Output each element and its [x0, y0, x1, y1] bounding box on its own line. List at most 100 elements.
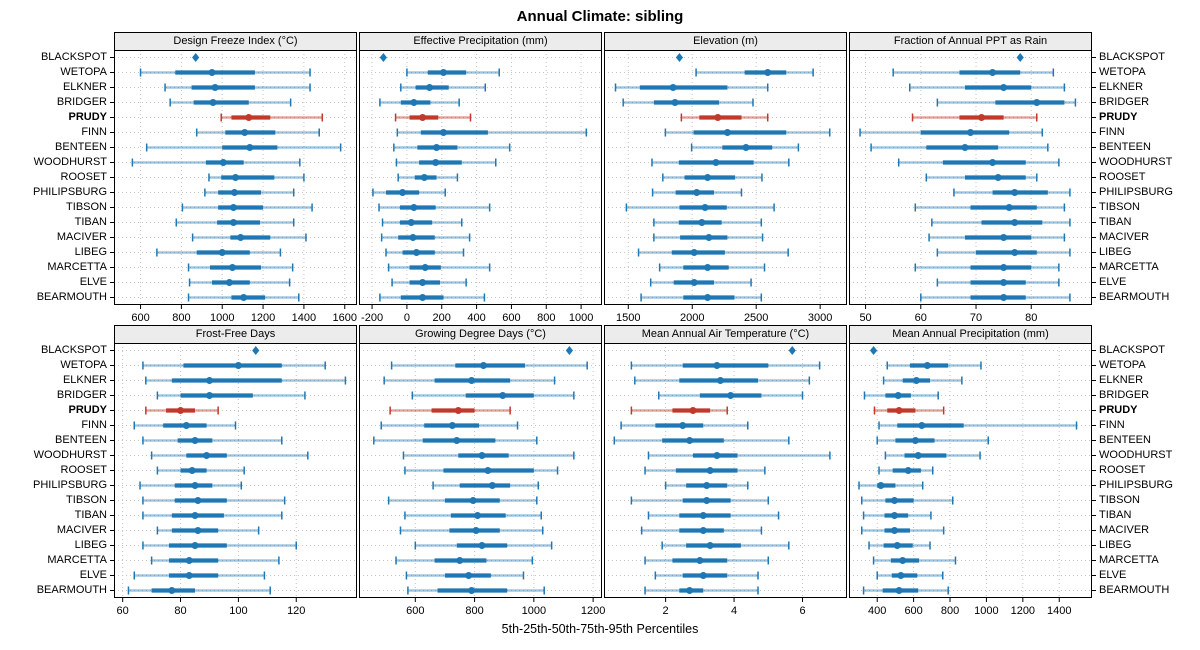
percentile-row-libeg: [156, 248, 282, 257]
median-dot: [899, 557, 907, 564]
site-label-text: PRUDY: [1099, 111, 1138, 123]
x-axis-panel-0: 600 800 1000 1200 1400 1600: [131, 305, 357, 324]
percentile-row-rooset: [644, 466, 766, 475]
x-tick-label: 1400: [292, 312, 316, 324]
site-label-text: ELVE: [1099, 276, 1127, 288]
site-label-text: BLACKSPOT: [1099, 51, 1166, 63]
site-label-prudy: PRUDY: [1092, 110, 1200, 125]
y-tick-mark: [1092, 267, 1096, 268]
site-label-benteen: BENTEEN: [0, 140, 114, 155]
percentile-row-tiban: [931, 218, 1071, 227]
median-dot: [1011, 189, 1019, 196]
site-label-blackspot: BLACKSPOT: [1092, 50, 1200, 65]
median-dot: [914, 452, 922, 459]
median-dot: [703, 482, 711, 489]
y-tick-mark: [1092, 87, 1096, 88]
percentile-row-woodhurst: [150, 451, 309, 460]
median-dot: [218, 249, 226, 256]
chart-body: BLACKSPOT WETOPA ELKNER BRIDGER PRUDY FINN BEN…: [0, 32, 1200, 618]
y-tick-mark: [110, 147, 114, 148]
site-label-text: BRIDGER: [1099, 96, 1150, 108]
percentile-row-woodhurst: [647, 451, 831, 460]
percentile-row-tibson: [387, 496, 538, 505]
y-tick-mark: [1092, 177, 1096, 178]
site-label-marcetta: MARCETTA: [1092, 260, 1200, 275]
median-dot: [484, 467, 492, 474]
percentile-row-blackspot: [192, 53, 200, 62]
median-dot: [704, 294, 712, 301]
x-tick-label: 60: [915, 312, 927, 324]
x-tick-label: 1400: [1047, 605, 1071, 617]
percentile-row-philipsburg: [139, 481, 243, 490]
site-label-elve: ELVE: [1092, 568, 1200, 583]
site-label-tibson: TIBSON: [0, 200, 114, 215]
x-tick-label: 400: [467, 312, 485, 324]
site-label-elve: ELVE: [1092, 275, 1200, 290]
site-label-tiban: TIBAN: [1092, 508, 1200, 523]
axis-band-1: 60 80 100 120 600 800 1000 1200 2 4 6 400 600 800 1000…: [0, 598, 1200, 618]
percentile-row-wetopa: [142, 361, 326, 370]
y-tick-mark: [110, 237, 114, 238]
percentile-row-tibson: [181, 203, 313, 212]
site-label-text: WETOPA: [1099, 66, 1146, 78]
y-tick-mark: [1092, 350, 1096, 351]
percentile-row-tibson: [914, 203, 1066, 212]
site-label-rooset: ROOSET: [1092, 170, 1200, 185]
point-diamond: [788, 346, 796, 355]
y-tick-mark: [1092, 575, 1096, 576]
site-label-libeg: LIBEG: [1092, 538, 1200, 553]
site-label-text: LIBEG: [1099, 246, 1132, 258]
percentile-row-elkner: [882, 376, 963, 385]
y-tick-mark: [110, 485, 114, 486]
site-label-text: MARCETTA: [1099, 261, 1159, 273]
y-tick-mark: [110, 380, 114, 381]
median-dot: [701, 204, 709, 211]
median-dot: [194, 527, 202, 534]
panel-plot-area: [359, 343, 602, 598]
median-dot: [893, 542, 901, 549]
percentile-row-benteen: [876, 436, 989, 445]
site-label-text: BENTEEN: [55, 141, 107, 153]
median-dot: [228, 264, 236, 271]
percentile-row-tiban: [647, 511, 780, 520]
y-tick-mark: [1092, 72, 1096, 73]
site-label-tibson: TIBSON: [1092, 200, 1200, 215]
site-label-text: LIBEG: [74, 246, 107, 258]
median-dot: [690, 279, 698, 286]
percentile-row-bridger: [622, 98, 754, 107]
site-label-text: MACIVER: [56, 231, 107, 243]
point-diamond: [192, 53, 200, 62]
site-label-marcetta: MARCETTA: [0, 260, 114, 275]
median-dot: [409, 234, 417, 241]
site-label-bridger: BRIDGER: [1092, 388, 1200, 403]
site-label-philipsburg: PHILIPSBURG: [0, 185, 114, 200]
site-label-text: ELVE: [79, 276, 107, 288]
median-dot: [453, 437, 461, 444]
site-label-maciver: MACIVER: [1092, 230, 1200, 245]
percentile-row-tiban: [653, 218, 763, 227]
panel-strip-title: Growing Degree Days (°C): [359, 325, 602, 343]
y-tick-mark: [110, 132, 114, 133]
percentile-row-elve: [936, 278, 1060, 287]
site-label-blackspot: BLACKSPOT: [1092, 343, 1200, 358]
panel-7: Mean Annual Precipitation (mm): [849, 325, 1092, 598]
percentile-row-prudy: [630, 406, 728, 415]
median-dot: [994, 174, 1002, 181]
panel-strip-title: Mean Annual Air Temperature (°C): [604, 325, 847, 343]
median-dot: [877, 482, 885, 489]
site-label-elkner: ELKNER: [1092, 80, 1200, 95]
median-dot: [211, 84, 219, 91]
percentile-row-bridger: [863, 391, 939, 400]
panel-strip-title: Fraction of Annual PPT as Rain: [849, 32, 1092, 50]
y-tick-mark: [110, 87, 114, 88]
percentile-row-elkner: [383, 376, 556, 385]
percentile-row-woodhurst: [884, 451, 981, 460]
site-label-blackspot: BLACKSPOT: [0, 343, 114, 358]
median-dot: [191, 542, 199, 549]
site-label-text: TIBSON: [66, 494, 107, 506]
panel-strip-title: Frost-Free Days: [114, 325, 357, 343]
x-axis-panel-1: -200 0 200 400 600 800 1000: [361, 305, 593, 324]
site-label-woodhurst: WOODHURST: [1092, 155, 1200, 170]
y-tick-mark: [1092, 425, 1096, 426]
site-label-prudy: PRUDY: [1092, 403, 1200, 418]
